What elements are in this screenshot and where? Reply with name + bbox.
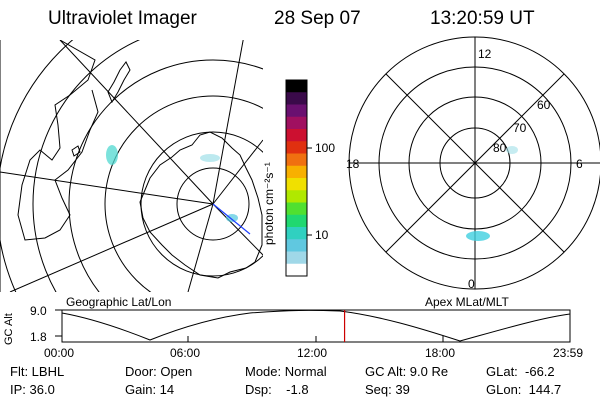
timeline-ytick-low: 1.8: [30, 330, 47, 344]
status-mode: Mode: Normal: [245, 364, 327, 379]
colorbar-segment: [286, 129, 307, 142]
timeline-xtick-4: 23:59: [553, 346, 584, 360]
geo-panel-label: Geographic Lat/Lon: [66, 295, 172, 309]
app-title: Ultraviolet Imager: [48, 8, 197, 29]
colorbar-segment: [286, 165, 307, 179]
timeline-xtick-3: 18:00: [425, 346, 456, 360]
time-label: 13:20:59 UT: [430, 8, 535, 29]
mlat-label-60: 60: [537, 98, 551, 112]
color-scale-bar: [286, 80, 307, 277]
colorbar-segment: [286, 141, 307, 154]
timeline-xtick-1: 06:00: [170, 346, 201, 360]
colorbar-segment: [286, 214, 307, 228]
colorbar-segment: [286, 153, 307, 167]
mlt-label-18: 18: [346, 157, 360, 171]
status-dsp: Dsp: -1.8: [245, 382, 309, 397]
colorbar-segment: [286, 92, 307, 105]
geographic-map: [0, 40, 263, 292]
status-gc-alt: GC Alt: 9.0 Re: [365, 364, 449, 379]
colorbar-segment: [286, 251, 307, 265]
status-filter: Flt: LBHL: [10, 364, 65, 379]
colorbar-segment: [286, 80, 307, 93]
colorbar-segment: [286, 178, 307, 191]
colorbar-segment: [286, 116, 307, 130]
mag-panel-label: Apex MLat/MLT: [425, 295, 509, 309]
mlt-label-0: 0: [468, 277, 475, 291]
mlat-label-70: 70: [513, 121, 527, 135]
mlt-label-12: 12: [478, 47, 492, 61]
gc-alt-curve: [61, 309, 571, 342]
mlt-label-6: 6: [576, 157, 583, 171]
colorbar-tick-10: 10: [315, 228, 329, 242]
colorbar-segment: [286, 227, 307, 240]
colorbar-segment: [286, 239, 307, 252]
colorbar-tick-100: 100: [315, 141, 336, 155]
coastline-islands: [71, 61, 131, 157]
status-glat: GLat: -66.2: [486, 364, 555, 379]
status-door: Door: Open: [125, 364, 193, 379]
status-gain: Gain: 14: [125, 382, 175, 397]
status-ip: IP: 36.0: [10, 382, 55, 397]
magnetic-dial: [348, 36, 600, 290]
coastline-australia: [17, 40, 99, 241]
status-glon: GLon: 144.7: [486, 382, 562, 397]
date-label: 28 Sep 07: [274, 8, 361, 29]
timeline-xtick-0: 00:00: [44, 346, 75, 360]
colorbar-segment: [286, 263, 307, 277]
timeline-xtick-2: 12:00: [297, 346, 328, 360]
colorbar-segment: [286, 104, 307, 118]
mlat-label-80: 80: [493, 141, 507, 155]
timeline-ytick-high: 9.0: [30, 304, 47, 318]
colorbar-segment: [286, 190, 307, 203]
timeline-chart: [55, 309, 571, 343]
colorbar-segment: [286, 202, 307, 216]
timeline-y-label: GC Alt: [3, 313, 15, 345]
coastline-antarctica: [139, 131, 263, 279]
status-seq: Seq: 39: [365, 382, 410, 397]
colorbar-unit-label: photon cm⁻²s⁻¹: [262, 162, 276, 245]
